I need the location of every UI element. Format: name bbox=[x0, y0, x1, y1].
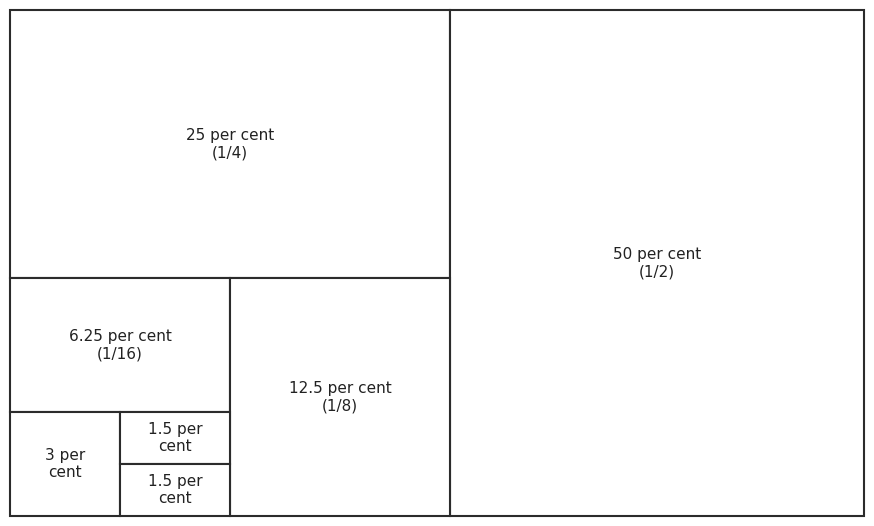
Bar bbox=[10, 412, 120, 516]
Bar bbox=[450, 10, 864, 516]
Text: 6.25 per cent
(1/16): 6.25 per cent (1/16) bbox=[68, 329, 171, 361]
Bar bbox=[120, 412, 230, 464]
Text: 1.5 per
cent: 1.5 per cent bbox=[148, 422, 202, 454]
Text: 12.5 per cent
(1/8): 12.5 per cent (1/8) bbox=[288, 381, 392, 413]
Bar bbox=[10, 278, 230, 412]
Text: 3 per
cent: 3 per cent bbox=[45, 448, 85, 480]
Bar bbox=[230, 278, 450, 516]
Text: 1.5 per
cent: 1.5 per cent bbox=[148, 474, 202, 506]
Text: 50 per cent
(1/2): 50 per cent (1/2) bbox=[613, 247, 701, 279]
Bar bbox=[10, 10, 450, 278]
Text: 25 per cent
(1/4): 25 per cent (1/4) bbox=[186, 128, 274, 160]
Bar bbox=[120, 464, 230, 516]
